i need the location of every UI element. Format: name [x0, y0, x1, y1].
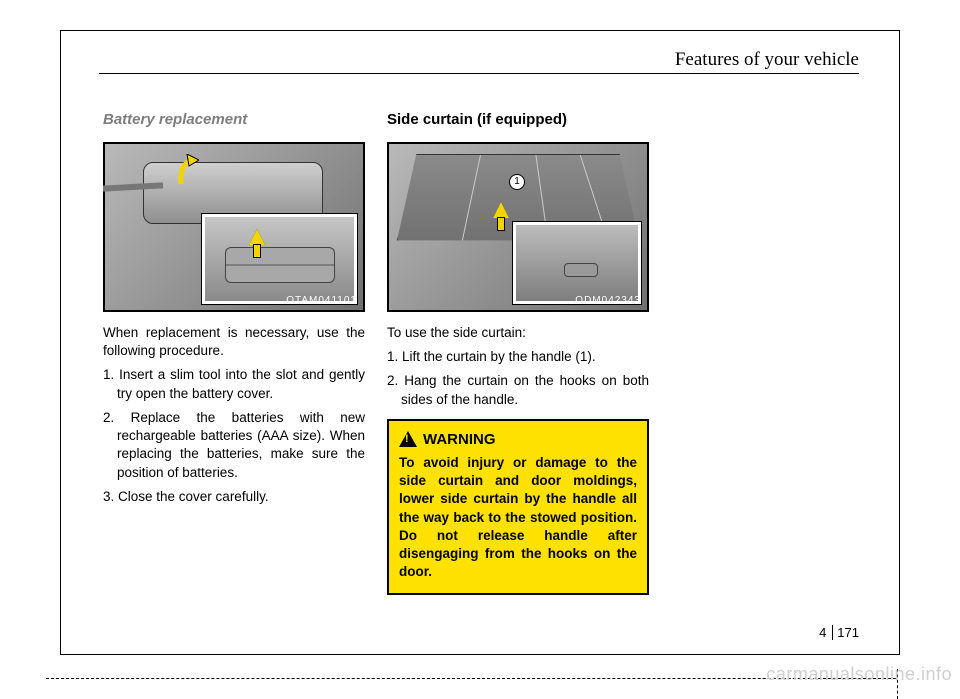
- title-side-curtain: Side curtain (if equipped): [387, 111, 649, 128]
- body-text-left: When replacement is necessary, use the f…: [103, 324, 365, 506]
- arrow-up-icon: [249, 229, 265, 245]
- arrow-open-icon: [177, 154, 199, 186]
- watermark: carmanualsonline.info: [766, 664, 952, 685]
- figure-code-left: OTAM041101: [286, 295, 357, 306]
- warning-header: WARNING: [399, 431, 637, 448]
- warning-triangle-icon: [399, 431, 417, 447]
- body-text-mid: To use the side curtain: 1. Lift the cur…: [387, 324, 649, 409]
- left-intro: When replacement is necessary, use the f…: [103, 324, 365, 360]
- figure-inset-battery: [202, 214, 357, 304]
- page-header: Features of your vehicle: [99, 49, 859, 74]
- column-battery-replacement: Battery replacement OTAM041101 When repl…: [103, 111, 365, 512]
- window-divider: [460, 155, 481, 249]
- warning-label: WARNING: [423, 431, 496, 448]
- chapter-number: 4: [819, 625, 833, 640]
- figure-battery-replacement: OTAM041101: [103, 142, 365, 312]
- mid-step-2: 2. Hang the curtain on the hooks on both…: [387, 372, 649, 408]
- title-battery-replacement: Battery replacement: [103, 111, 365, 128]
- figure-inset-handle: [513, 222, 641, 304]
- page-number: 171: [837, 625, 859, 640]
- left-step-3: 3. Close the cover carefully.: [103, 488, 365, 506]
- page-footer: 4 171: [819, 625, 859, 640]
- battery-compartment-illustration: [225, 247, 335, 283]
- page-frame: Features of your vehicle Battery replace…: [60, 30, 900, 655]
- figure-code-mid: ODM042343: [575, 295, 641, 306]
- left-step-2: 2. Replace the batteries with new rechar…: [103, 409, 365, 482]
- warning-box: WARNING To avoid injury or damage to the…: [387, 419, 649, 596]
- left-step-1: 1. Insert a slim tool into the slot and …: [103, 366, 365, 402]
- callout-handle-1: 1: [509, 174, 525, 190]
- header-section-title: Features of your vehicle: [675, 49, 859, 70]
- mid-step-1: 1. Lift the curtain by the handle (1).: [387, 348, 649, 366]
- column-side-curtain: Side curtain (if equipped) 1 ODM042343 T…: [387, 111, 649, 595]
- arrow-up-icon: [493, 202, 509, 218]
- figure-side-curtain: 1 ODM042343: [387, 142, 649, 312]
- warning-body-text: To avoid injury or damage to the side cu…: [399, 454, 637, 582]
- curtain-handle-illustration: [564, 263, 598, 277]
- arrow-up-stem: [253, 244, 261, 258]
- mid-intro: To use the side curtain:: [387, 324, 649, 342]
- arrow-up-stem: [497, 217, 505, 231]
